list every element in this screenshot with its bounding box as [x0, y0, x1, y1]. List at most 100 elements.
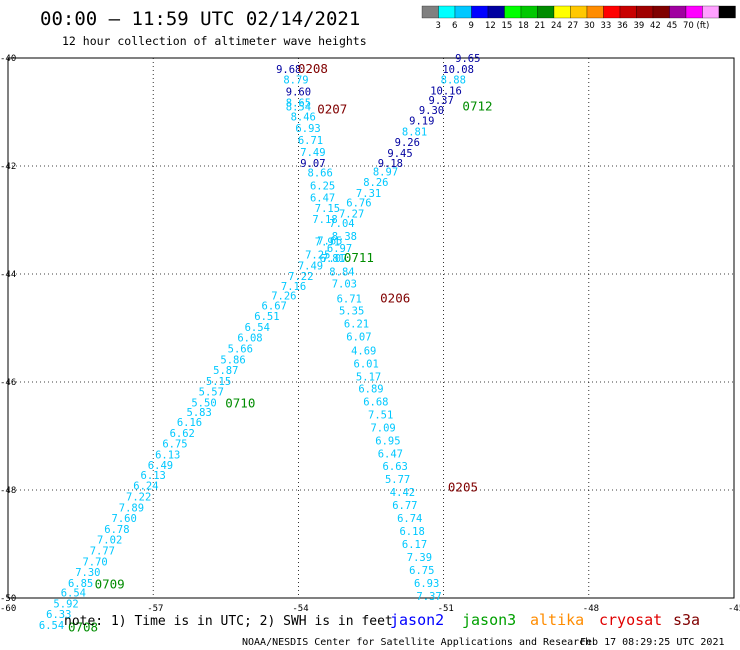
- wave-height-values: 9.688.799.608.658.548.466.936.717.499.07…: [39, 53, 481, 632]
- wave-height-value: 8.79: [283, 75, 308, 87]
- wave-height-value: 6.07: [346, 332, 371, 344]
- wave-height-value: 6.71: [298, 135, 323, 147]
- wave-height-value: 10.08: [442, 64, 474, 76]
- wave-height-value: 5.83: [187, 407, 212, 419]
- wave-height-value: 7.77: [90, 545, 115, 557]
- wave-height-value: 6.71: [337, 293, 362, 305]
- credit-text: NOAA/NESDIS Center for Satellite Applica…: [242, 637, 591, 648]
- wave-height-value: 8.66: [308, 167, 333, 179]
- wave-height-value: 6.78: [104, 524, 129, 536]
- wave-height-value: 9.26: [395, 137, 420, 149]
- wave-height-value: 9.37: [429, 95, 454, 107]
- pass-time-label: 0207: [317, 101, 347, 116]
- legend-label: 36: [617, 21, 628, 31]
- wave-height-value: 6.01: [354, 359, 379, 371]
- chart-title: 00:00 – 11:59 UTC 02/14/2021: [40, 8, 360, 30]
- wave-height-value: 7.39: [407, 552, 432, 564]
- pass-time-label: 0711: [344, 250, 374, 265]
- satellite-label: s3a: [673, 611, 700, 629]
- satellite-label: jason2: [390, 611, 444, 629]
- legend-swatch: [586, 5, 604, 19]
- satellite-legend: jason2 jason3 altika cryosat s3a: [390, 611, 700, 629]
- wave-height-value: 5.92: [53, 598, 78, 610]
- wave-height-value: 6.89: [358, 383, 383, 395]
- wave-height-value: 7.15: [315, 203, 340, 215]
- wave-height-value: 7.60: [112, 513, 137, 525]
- satellite-label: jason3: [462, 611, 516, 629]
- wave-height-value: 9.45: [387, 148, 412, 160]
- wave-height-value: 7.16: [281, 281, 306, 293]
- color-legend: 3 6 9 12 15 18 21 24 27 30 33 36 39 42 45 70 (ft): [421, 5, 736, 31]
- pass-time-label: 0708: [68, 620, 98, 635]
- pass-time-label: 0710: [225, 396, 255, 411]
- satellite-label: cryosat: [599, 611, 662, 629]
- wave-height-value: 8.81: [402, 126, 427, 138]
- timestamp-text: Feb 17 08:29:25 UTC 2021: [580, 637, 725, 648]
- wave-height-value: 7.37: [416, 591, 441, 603]
- wave-height-value: 6.33: [46, 609, 71, 621]
- wave-height-value: 6.75: [162, 439, 187, 451]
- legend-label: 33: [601, 21, 612, 31]
- legend-swatch: [685, 5, 703, 19]
- wave-height-value: 6.97: [327, 243, 352, 255]
- wave-height-value: 7.07: [322, 253, 347, 265]
- legend-swatch: [718, 5, 736, 19]
- wave-height-value: 6.54: [245, 322, 270, 334]
- y-tick-label: -46: [0, 378, 16, 388]
- pass-time-label: 0208: [298, 61, 328, 76]
- legend-label: 6: [452, 21, 457, 31]
- satellite-label: altika: [530, 611, 584, 629]
- legend-label: 27: [568, 21, 579, 31]
- legend-label: 15: [502, 21, 513, 31]
- wave-height-value: 6.85: [68, 578, 93, 590]
- wave-height-value: 7.70: [82, 556, 107, 568]
- plot-frame: [7, 57, 735, 599]
- wave-height-value: 7.31: [356, 188, 381, 200]
- wave-height-value: 6.18: [399, 526, 424, 538]
- wave-height-value: 7.51: [368, 409, 393, 421]
- legend-label: 9: [469, 21, 474, 31]
- wave-height-value: 5.50: [191, 398, 216, 410]
- pass-time-label: 0712: [462, 99, 492, 114]
- legend-label: 18: [518, 21, 529, 31]
- legend-swatch: [570, 5, 588, 19]
- legend-label: 3: [436, 21, 441, 31]
- wave-height-value: 6.17: [402, 539, 427, 551]
- wave-height-value: 6.63: [383, 461, 408, 473]
- x-tick-label: -54: [292, 604, 308, 614]
- legend-label: 42: [650, 21, 661, 31]
- wave-height-value: 7.49: [300, 147, 325, 159]
- wave-height-value: 6.51: [254, 311, 279, 323]
- legend-swatch: [603, 5, 621, 19]
- pass-time-label: 0205: [448, 479, 478, 494]
- wave-height-value: 8.46: [291, 111, 316, 123]
- wave-height-value: 5.35: [339, 306, 364, 318]
- wave-height-value: 7.09: [370, 422, 395, 434]
- wave-height-value: 7.91: [315, 237, 340, 249]
- wave-height-value: 7.03: [332, 279, 357, 291]
- pass-time-label: 0206: [380, 290, 410, 305]
- wave-height-value: 7.25: [305, 250, 330, 262]
- wave-height-value: 8.26: [363, 177, 388, 189]
- wave-height-value: 6.74: [397, 513, 422, 525]
- wave-height-value: 6.54: [39, 620, 64, 632]
- legend-swatch: [520, 5, 538, 19]
- wave-height-value: 7.26: [271, 291, 296, 303]
- wave-height-value: 6.47: [378, 448, 403, 460]
- legend-swatch: [636, 5, 654, 19]
- legend-swatch: [454, 5, 472, 19]
- wave-height-value: 7.02: [97, 535, 122, 547]
- wave-height-value: 9.07: [300, 158, 325, 170]
- wave-height-value: 8.97: [373, 166, 398, 178]
- wave-height-value: 6.75: [409, 565, 434, 577]
- legend-swatch: [619, 5, 637, 19]
- y-tick-label: -40: [0, 54, 16, 64]
- corner-tick-label: -60: [0, 604, 16, 614]
- legend-label: 24: [551, 21, 562, 31]
- wave-height-value: 8.54: [286, 102, 311, 114]
- wave-height-value: 5.86: [220, 354, 245, 366]
- x-tick-label: -57: [147, 604, 163, 614]
- wave-height-value: 6.93: [414, 578, 439, 590]
- wave-height-value: 9.65: [455, 53, 480, 65]
